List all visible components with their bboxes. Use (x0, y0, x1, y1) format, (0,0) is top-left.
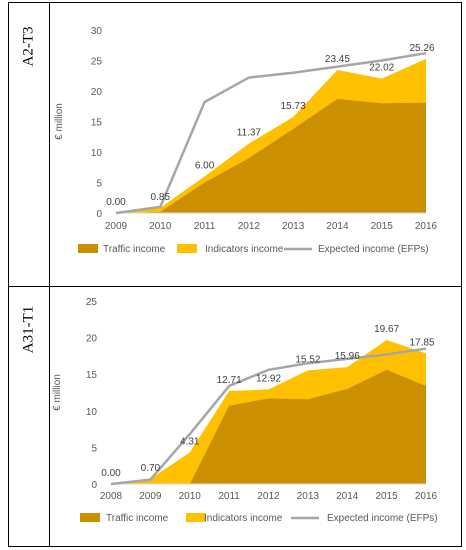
x-tick-label: 2011 (194, 221, 216, 232)
x-tick-label: 2013 (297, 491, 320, 502)
x-tick-label: 2011 (218, 491, 240, 502)
data-label: 15.96 (335, 351, 360, 362)
data-label: 22.02 (369, 63, 394, 74)
x-tick-label: 2016 (415, 221, 438, 232)
y-tick-label: 30 (91, 26, 103, 37)
series-line-expected-income (110, 347, 427, 486)
y-tick-label: 10 (91, 148, 103, 159)
legend-swatch-traffic-income (80, 513, 100, 522)
data-label: 0.70 (141, 463, 161, 474)
x-tick-label: 2015 (376, 491, 399, 502)
y-tick-label: 5 (91, 443, 97, 454)
data-label: 15.73 (281, 101, 306, 112)
data-label: 25.26 (409, 43, 434, 54)
y-tick-label: 5 (96, 179, 102, 190)
y-tick-label: 0 (96, 209, 102, 220)
data-label: 15.52 (295, 354, 320, 365)
series-area-indicators-income (111, 340, 426, 484)
y-tick-label: 15 (86, 370, 98, 381)
legend-label-indicators-income: Indicators income (205, 244, 284, 255)
data-label: 0.00 (101, 468, 121, 479)
x-tick-label: 2014 (336, 491, 359, 502)
y-tick-label: 15 (91, 118, 103, 129)
legend-swatch-traffic-income (78, 244, 98, 253)
legend-label-traffic-income: Traffic income (106, 513, 169, 524)
legend-label-indicators-income: Indicators income (204, 513, 283, 524)
legend-label-traffic-income: Traffic income (103, 244, 166, 255)
data-label: 6.00 (195, 160, 215, 171)
series-area-traffic-income (116, 98, 426, 213)
x-tick-label: 2016 (415, 491, 438, 502)
data-label: 12.92 (256, 373, 281, 384)
legend-swatch-indicators-income (177, 244, 197, 253)
legend-swatch-indicators-income (186, 513, 206, 522)
x-tick-label: 2010 (149, 221, 172, 232)
figure-frame: A2-T3 A31-T1 (8, 2, 462, 547)
data-label: 19.67 (374, 324, 399, 335)
y-tick-label: 25 (91, 57, 103, 68)
legend-label-expected-income: Expected income (EFPs) (318, 244, 429, 255)
x-tick-label: 2013 (282, 221, 305, 232)
x-tick-label: 2010 (179, 491, 202, 502)
data-label: 0.85 (151, 192, 171, 203)
x-tick-label: 2012 (238, 221, 261, 232)
label-column-divider (49, 3, 50, 546)
y-axis-label: € million (52, 374, 63, 411)
x-tick-label: 2009 (139, 491, 162, 502)
series-area-indicators-income (116, 58, 426, 213)
x-tick-label: 2012 (257, 491, 280, 502)
x-tick-label: 2014 (326, 221, 349, 232)
panel-divider (9, 286, 461, 287)
series-line-expected-income (115, 51, 427, 215)
data-label: 17.85 (409, 337, 434, 348)
y-tick-label: 0 (91, 480, 97, 491)
data-label: 4.31 (180, 436, 200, 447)
data-label: 12.71 (217, 375, 242, 386)
y-tick-label: 25 (86, 297, 98, 308)
y-tick-label: 20 (86, 334, 98, 345)
y-tick-label: 20 (91, 87, 103, 98)
data-label: 23.45 (325, 54, 350, 65)
x-tick-label: 2008 (100, 491, 123, 502)
series-area-traffic-income (111, 369, 426, 484)
data-label: 0.00 (106, 197, 126, 208)
legend-label-expected-income: Expected income (EFPs) (327, 513, 438, 524)
x-tick-label: 2015 (371, 221, 394, 232)
x-tick-label: 2009 (105, 221, 128, 232)
y-axis-label: € million (54, 103, 65, 140)
y-tick-label: 10 (86, 407, 98, 418)
data-label: 11.37 (237, 128, 262, 139)
